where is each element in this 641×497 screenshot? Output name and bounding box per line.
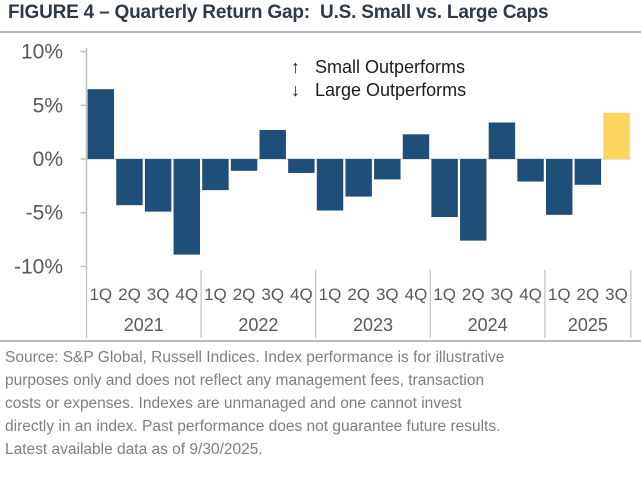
bar-3Q-2023	[374, 159, 401, 180]
bar-4Q-2021	[173, 159, 200, 255]
bar-1Q-2024	[431, 159, 458, 217]
y-axis-label: 0%	[33, 148, 63, 171]
small-outperforms-line: ↑ Small Outperforms	[291, 56, 466, 79]
source-line: directly in an index. Past performance d…	[5, 418, 501, 435]
source-divider	[0, 340, 641, 342]
small-outperforms-label: Small Outperforms	[315, 57, 466, 77]
bar-3Q-2022	[259, 130, 286, 159]
quarter-label: 4Q	[175, 285, 198, 304]
bar-4Q-2023	[402, 134, 430, 159]
bar-1Q-2022	[202, 159, 229, 191]
bar-3Q-2025	[603, 112, 630, 159]
quarter-label: 1Q	[89, 285, 112, 304]
direction-legend: ↑ Small Outperforms ↓ Large Outperforms	[291, 56, 466, 102]
quarter-label: 3Q	[261, 285, 284, 304]
quarter-label: 1Q	[548, 285, 571, 304]
bar-3Q-2024	[488, 122, 516, 159]
quarter-label: 2Q	[233, 285, 256, 304]
y-axis-label: -5%	[26, 202, 63, 225]
down-arrow-icon: ↓	[291, 80, 300, 100]
bar-1Q-2025	[546, 159, 573, 215]
quarter-label: 2Q	[347, 285, 370, 304]
quarter-label: 3Q	[491, 285, 514, 304]
bar-2Q-2024	[460, 159, 487, 241]
year-label: 2022	[238, 315, 278, 335]
bar-3Q-2021	[144, 159, 172, 212]
quarter-label: 4Q	[519, 285, 542, 304]
up-arrow-icon: ↑	[291, 57, 300, 77]
source-line: Latest available data as of 9/30/2025.	[5, 441, 263, 458]
quarter-label: 3Q	[605, 285, 628, 304]
quarter-label: 4Q	[405, 285, 428, 304]
quarter-label: 1Q	[319, 285, 342, 304]
y-axis-label: -10%	[14, 255, 63, 278]
quarterly-return-gap-chart: 10% 5% 0% -5% -10% 1Q 2Q 3Q 4Q 1Q 2Q 3Q 4Q 1Q 2Q 3Q 4Q 1Q…	[14, 41, 632, 338]
figure-title: FIGURE 4 – Quarterly Return Gap: U.S. Sm…	[8, 2, 549, 23]
source-note: Source: S&P Global, Russell Indices. Ind…	[5, 346, 637, 461]
bar-2Q-2023	[345, 159, 372, 197]
bar-2Q-2021	[116, 159, 143, 206]
bar-1Q-2023	[316, 159, 344, 211]
bar-1Q-2021	[87, 89, 115, 159]
quarter-label: 2Q	[118, 285, 141, 304]
large-outperforms-label: Large Outperforms	[315, 80, 467, 100]
quarter-label: 1Q	[433, 285, 456, 304]
year-label: 2025	[568, 315, 608, 335]
bar-2Q-2025	[574, 159, 602, 185]
source-line: Source: S&P Global, Russell Indices. Ind…	[5, 349, 505, 366]
title-divider	[0, 31, 641, 33]
quarter-label: 3Q	[376, 285, 399, 304]
year-label: 2021	[124, 315, 164, 335]
year-label: 2023	[353, 315, 393, 335]
y-axis-label: 5%	[33, 94, 63, 117]
bar-4Q-2024	[517, 159, 544, 182]
quarter-label: 3Q	[147, 285, 170, 304]
bar-2Q-2022	[230, 159, 258, 171]
bar-4Q-2022	[288, 159, 315, 173]
quarter-label: 2Q	[462, 285, 485, 304]
year-label: 2024	[468, 315, 508, 335]
y-axis-label: 10%	[21, 41, 63, 64]
quarter-label: 4Q	[290, 285, 313, 304]
source-line: purposes only and does not reflect any m…	[5, 372, 485, 389]
quarter-label: 1Q	[204, 285, 227, 304]
source-line: costs or expenses. Indexes are unmanaged…	[5, 395, 462, 412]
quarter-label: 2Q	[577, 285, 600, 304]
large-outperforms-line: ↓ Large Outperforms	[291, 79, 466, 102]
